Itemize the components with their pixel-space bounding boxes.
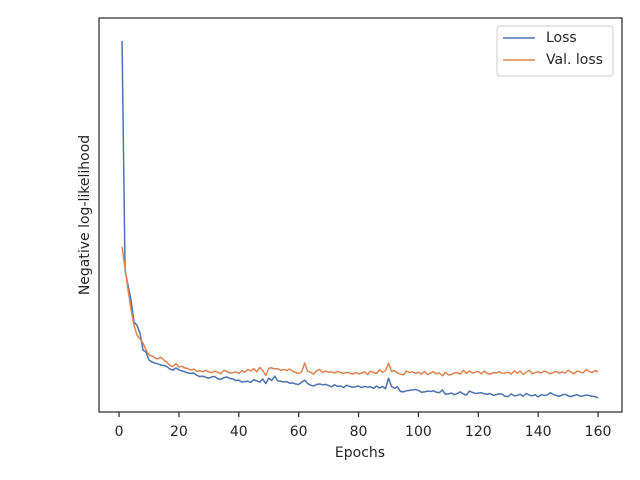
x-tick-label: 120 (465, 424, 492, 440)
x-tick-label: 160 (585, 424, 612, 440)
x-tick-label: 80 (350, 424, 368, 440)
legend-label: Val. loss (546, 52, 603, 68)
x-tick-label: 100 (405, 424, 432, 440)
x-tick-label: 140 (525, 424, 552, 440)
x-tick-label: 60 (290, 424, 308, 440)
x-tick-label: 40 (230, 424, 248, 440)
x-tick-label: 20 (170, 424, 188, 440)
y-axis-label: Negative log-likelihood (77, 135, 93, 295)
series-line (121, 40, 599, 399)
x-tick-label: 0 (115, 424, 124, 440)
x-axis-label: Epochs (335, 445, 385, 461)
legend-label: Loss (546, 30, 577, 46)
series-line (121, 246, 599, 377)
plot-frame (98, 17, 623, 413)
